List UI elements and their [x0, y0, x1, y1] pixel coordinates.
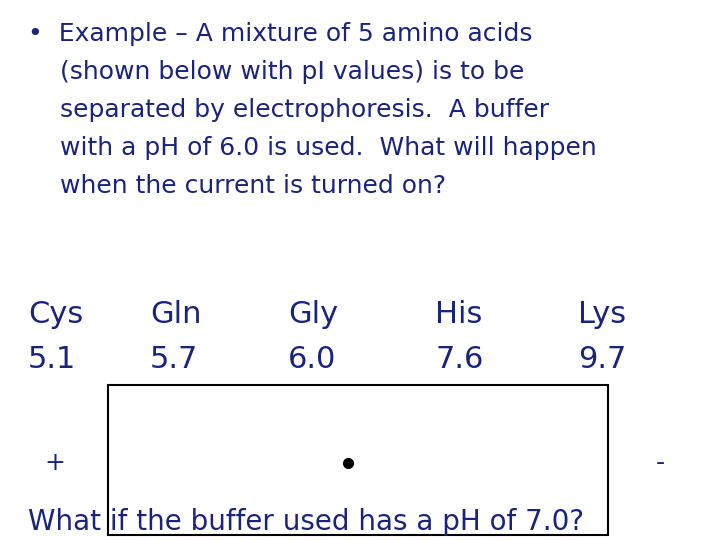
Text: 7.6: 7.6: [435, 345, 483, 374]
Text: +: +: [45, 451, 66, 475]
Text: Gln: Gln: [150, 300, 202, 329]
Text: when the current is turned on?: when the current is turned on?: [28, 174, 446, 198]
Text: (shown below with pI values) is to be: (shown below with pI values) is to be: [28, 60, 524, 84]
Text: with a pH of 6.0 is used.  What will happen: with a pH of 6.0 is used. What will happ…: [28, 136, 597, 160]
Text: 5.7: 5.7: [150, 345, 199, 374]
Text: 9.7: 9.7: [578, 345, 626, 374]
Text: 6.0: 6.0: [288, 345, 336, 374]
Text: Gly: Gly: [288, 300, 338, 329]
Text: separated by electrophoresis.  A buffer: separated by electrophoresis. A buffer: [28, 98, 549, 122]
Text: •  Example – A mixture of 5 amino acids: • Example – A mixture of 5 amino acids: [28, 22, 533, 46]
Text: Lys: Lys: [578, 300, 626, 329]
Text: What if the buffer used has a pH of 7.0?: What if the buffer used has a pH of 7.0?: [28, 508, 584, 536]
Text: 5.1: 5.1: [28, 345, 76, 374]
Bar: [108, 385, 608, 535]
Text: Cys: Cys: [28, 300, 84, 329]
Text: His: His: [435, 300, 482, 329]
Text: -: -: [655, 451, 665, 475]
